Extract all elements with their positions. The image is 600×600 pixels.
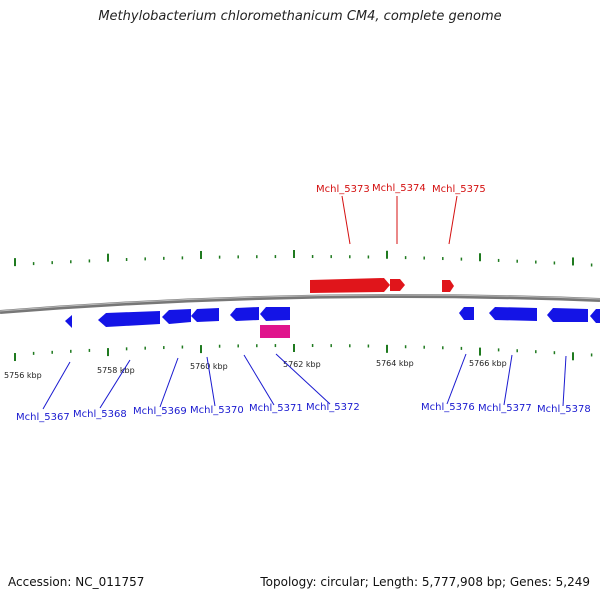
gene-arrow-reverse[interactable] <box>590 309 600 323</box>
inner-tick-ring <box>14 344 593 362</box>
gene-arrow-forward[interactable] <box>442 280 454 292</box>
gene-label-forward[interactable]: Mchl_5375 <box>432 184 486 195</box>
scale-label: 5758 kbp <box>97 366 135 375</box>
gene-arrow-reverse[interactable] <box>489 307 537 321</box>
gene-label-reverse[interactable]: Mchl_5369 <box>133 406 187 417</box>
gene-label-reverse[interactable]: Mchl_5376 <box>421 402 475 413</box>
accession-label: Accession: NC_011757 <box>8 575 145 589</box>
gene-label-reverse[interactable]: Mchl_5372 <box>306 402 360 413</box>
gene-arrow-reverse[interactable] <box>98 311 160 327</box>
genome-backbone-highlight <box>0 294 600 312</box>
gene-label-forward[interactable]: Mchl_5374 <box>372 183 426 194</box>
map-title: Methylobacterium chloromethanicum CM4, c… <box>98 9 502 24</box>
gene-label-reverse[interactable]: Mchl_5368 <box>73 409 127 420</box>
gene-label-reverse[interactable]: Mchl_5371 <box>249 403 303 414</box>
forward-label-leaders <box>341 195 458 245</box>
scale-label: 5762 kbp <box>283 360 321 369</box>
gene-arrow-reverse[interactable] <box>65 315 72 328</box>
rna-feature[interactable] <box>260 325 290 338</box>
gene-arrow-reverse[interactable] <box>260 307 290 321</box>
gene-label-reverse[interactable]: Mchl_5367 <box>16 412 70 423</box>
scale-label: 5766 kbp <box>469 359 507 368</box>
gene-arrow-forward[interactable] <box>390 279 405 291</box>
gene-label-forward[interactable]: Mchl_5373 <box>316 184 370 195</box>
gene-label-reverse[interactable]: Mchl_5370 <box>190 405 244 416</box>
genome-backbone <box>0 294 600 314</box>
gene-arrow-reverse[interactable] <box>547 308 588 322</box>
topology-summary: Topology: circular; Length: 5,777,908 bp… <box>260 575 590 589</box>
reverse-label-leaders <box>42 353 567 410</box>
gene-arrow-reverse[interactable] <box>459 307 474 320</box>
gene-arrow-reverse[interactable] <box>230 307 259 321</box>
gene-arrow-reverse[interactable] <box>191 308 219 322</box>
scale-label: 5764 kbp <box>376 359 414 368</box>
scale-label: 5756 kbp <box>4 371 42 380</box>
gene-label-reverse[interactable]: Mchl_5378 <box>537 404 591 415</box>
gene-arrow-forward[interactable] <box>310 278 390 293</box>
outer-tick-ring <box>14 250 593 267</box>
gene-label-reverse[interactable]: Mchl_5377 <box>478 403 532 414</box>
gene-arrow-reverse[interactable] <box>162 309 191 324</box>
